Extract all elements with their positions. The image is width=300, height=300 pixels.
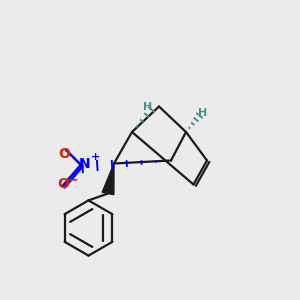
Text: O: O: [58, 147, 70, 160]
Text: −: −: [66, 172, 78, 186]
Text: O: O: [57, 178, 69, 191]
Text: H: H: [199, 108, 208, 118]
Text: N: N: [79, 157, 91, 171]
Polygon shape: [102, 164, 114, 195]
Text: +: +: [91, 152, 100, 163]
Text: H: H: [143, 102, 152, 112]
